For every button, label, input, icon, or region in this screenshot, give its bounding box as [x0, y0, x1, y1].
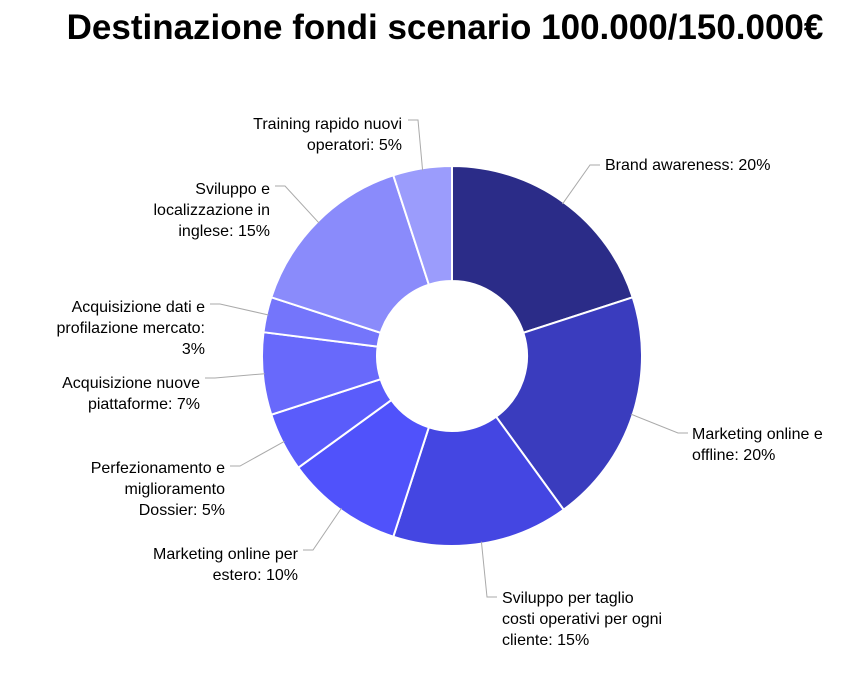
- slice-label: Training rapido nuovi operatori: 5%: [253, 116, 402, 154]
- leader-line: [303, 507, 342, 551]
- leader-line: [210, 303, 269, 316]
- leader-line: [205, 373, 265, 379]
- slice-label: Marketing online e offline: 20%: [692, 426, 823, 464]
- slice: [270, 174, 431, 335]
- slice-label: Acquisizione nuove piattaforme: 7%: [62, 375, 200, 413]
- leader-line: [562, 164, 600, 205]
- leader-line: [408, 119, 424, 171]
- slice-label: Perfezionamento e miglioramento Dossier:…: [90, 460, 225, 519]
- leader-line: [275, 185, 320, 224]
- slice: [392, 164, 453, 286]
- slice-label: Brand awareness: 20%: [605, 157, 771, 174]
- slice: [494, 296, 643, 512]
- slice-label: Sviluppo e localizzazione in inglese: 15…: [153, 181, 270, 240]
- slice: [392, 415, 566, 547]
- leader-line: [480, 541, 497, 598]
- slice-label: Acquisizione dati e profilazione mercato…: [56, 299, 205, 358]
- leader-line: [230, 440, 285, 467]
- leader-line: [630, 413, 688, 434]
- chart-title: Destinazione fondi scenario 100.000/150.…: [66, 8, 824, 47]
- slice-label: Marketing online per estero: 10%: [153, 546, 298, 584]
- slice: [451, 164, 634, 335]
- slice-label: Sviluppo per taglio costi operativi per …: [502, 590, 663, 649]
